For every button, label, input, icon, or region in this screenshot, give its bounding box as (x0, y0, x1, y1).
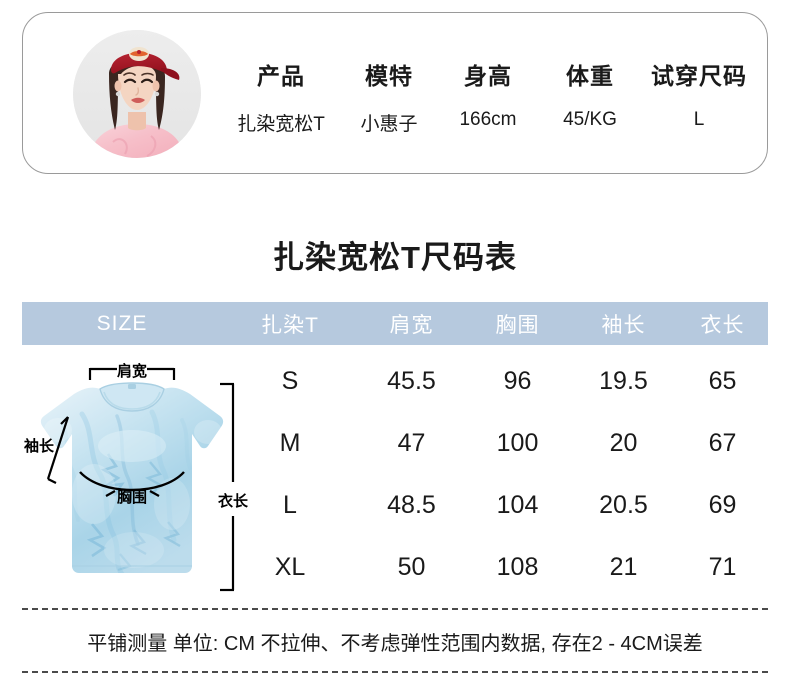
cell-sleeve: 19.5 (599, 366, 648, 395)
cell-bust: 104 (496, 490, 539, 519)
avatar (73, 30, 201, 158)
cell-length: 69 (708, 490, 737, 519)
column-header-shoulder: 肩宽 (389, 313, 434, 337)
sleeve-measure-bracket (46, 416, 70, 484)
cell-length: 67 (708, 428, 737, 457)
cell-shoulder: 48.5 (387, 490, 436, 519)
divider-top (22, 608, 768, 610)
cell-sleeve: 20 (609, 428, 638, 457)
model-info-table: 产品 模特 身高 体重 试穿尺码 扎染宽松T 小惠子 166cm 45/KG L (219, 57, 759, 136)
cell-size: S (281, 366, 299, 395)
column-header-sleeve: 袖长 (601, 313, 646, 337)
column-header-bust: 胸围 (495, 313, 540, 337)
column-header-length: 衣长 (700, 313, 745, 337)
model-info-header-weight: 体重 (566, 63, 614, 89)
table-row: M 47 100 20 67 (22, 417, 768, 469)
size-chart-body: 肩宽 袖长 胸围 (22, 355, 768, 603)
tshirt-diagram: 肩宽 袖长 胸围 (22, 354, 262, 604)
model-info-header-try-size: 试穿尺码 (651, 63, 747, 89)
size-chart-header-row: SIZE 扎染T 肩宽 胸围 袖长 衣长 (22, 302, 768, 345)
model-info-value-model: 小惠子 (360, 114, 418, 135)
table-row: L 48.5 104 20.5 69 (22, 479, 768, 531)
table-row: S 45.5 96 19.5 65 (22, 355, 768, 407)
model-info-value-product: 扎染宽松T (237, 114, 325, 135)
column-header-product: 扎染T (261, 313, 319, 337)
cell-size: M (279, 428, 301, 457)
model-info-header-height: 身高 (464, 63, 512, 89)
cell-shoulder: 50 (397, 552, 426, 581)
size-chart-table: SIZE 扎染T 肩宽 胸围 袖长 衣长 (22, 302, 768, 603)
svg-text:衣长: 衣长 (218, 492, 249, 510)
cell-sleeve: 21 (609, 552, 638, 581)
page-title: 扎染宽松T尺码表 (273, 240, 517, 275)
table-row: XL 50 108 21 71 (22, 541, 768, 593)
model-info-card: 产品 模特 身高 体重 试穿尺码 扎染宽松T 小惠子 166cm 45/KG L (22, 12, 768, 174)
model-info-header-row: 产品 模特 身高 体重 试穿尺码 (219, 57, 759, 109)
bust-measure-line (79, 471, 185, 497)
model-info-header-model: 模特 (365, 63, 413, 89)
cell-bust: 108 (496, 552, 539, 581)
cell-shoulder: 45.5 (387, 366, 436, 395)
footer-note-block: 平铺测量 单位: CM 不拉伸、不考虑弹性范围内数据, 存在2 - 4CM误差 (22, 608, 768, 673)
cell-shoulder: 47 (397, 428, 426, 457)
shoulder-measure-bracket (88, 367, 176, 380)
cell-bust: 100 (496, 428, 539, 457)
measurement-note: 平铺测量 单位: CM 不拉伸、不考虑弹性范围内数据, 存在2 - 4CM误差 (87, 633, 703, 655)
model-info-header-product: 产品 (257, 63, 305, 89)
divider-bottom (22, 671, 768, 673)
cell-length: 65 (708, 366, 737, 395)
svg-text:胸围: 胸围 (117, 488, 147, 506)
cell-bust: 96 (503, 366, 532, 395)
cell-size: XL (274, 552, 306, 581)
length-measure-bracket (220, 382, 235, 592)
model-info-value-try-size: L (693, 109, 705, 130)
svg-text:袖长: 袖长 (24, 437, 55, 455)
svg-text:肩宽: 肩宽 (117, 362, 147, 380)
cell-size: L (283, 490, 297, 519)
model-info-value-weight: 45/KG (563, 109, 617, 130)
cell-sleeve: 20.5 (599, 490, 648, 519)
cell-length: 71 (708, 552, 737, 581)
model-info-value-height: 166cm (459, 109, 517, 130)
column-header-size: SIZE (96, 311, 148, 335)
model-info-value-row: 扎染宽松T 小惠子 166cm 45/KG L (219, 109, 759, 136)
